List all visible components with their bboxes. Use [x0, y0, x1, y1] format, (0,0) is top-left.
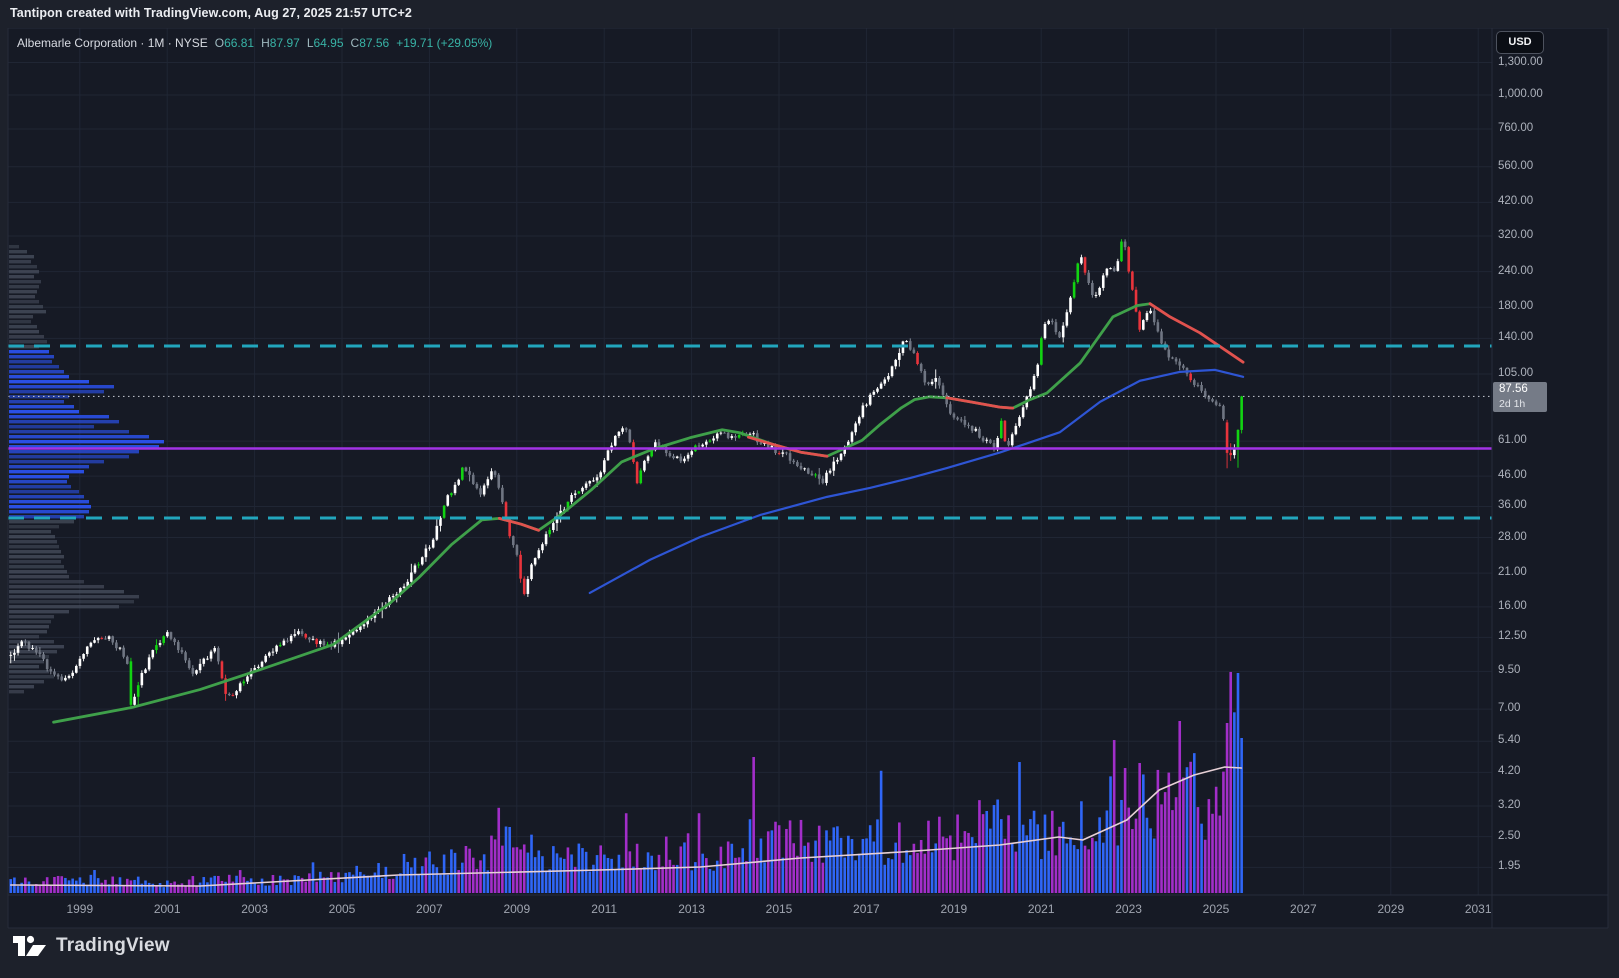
time-axis-label: 2021	[1027, 902, 1055, 916]
open-label: O	[214, 36, 225, 50]
price-axis-label: 320.00	[1498, 229, 1534, 242]
price-axis-label: 240.00	[1498, 264, 1534, 277]
time-axis-label: 2029	[1377, 902, 1405, 916]
attribution-text: Tantipon created with TradingView.com, A…	[10, 6, 412, 20]
price-axis-label: 180.00	[1498, 300, 1534, 313]
time-axis-label: 2023	[1115, 902, 1142, 916]
time-axis-label: 2003	[241, 902, 268, 916]
time-axis-label: 2017	[853, 902, 880, 916]
high-value: 87.97	[269, 36, 300, 50]
price-axis-label: 1,000.00	[1498, 88, 1543, 100]
time-axis-label: 2015	[765, 902, 793, 916]
price-axis-label: 28.00	[1498, 530, 1527, 543]
time-axis-label: 2025	[1202, 902, 1230, 916]
price-axis-label: 36.00	[1498, 499, 1527, 512]
price-axis-label: 760.00	[1498, 121, 1534, 134]
current-price-value: 87.56	[1499, 383, 1528, 395]
high-label: H	[261, 36, 270, 50]
price-axis-label: 16.00	[1498, 599, 1527, 612]
time-axis-label: 2007	[416, 902, 443, 916]
time-axis-label: 1999	[66, 902, 94, 916]
attribution-bar: Tantipon created with TradingView.com, A…	[0, 0, 1619, 28]
current-price-label: 87.56 2d 1h	[1493, 382, 1547, 412]
price-axis-label: 420.00	[1498, 195, 1534, 208]
symbol-title[interactable]: Albemarle Corporation · 1M · NYSE	[17, 36, 208, 50]
time-axis-label: 2019	[940, 902, 968, 916]
tradingview-icon	[13, 935, 46, 956]
time-axis-label: 2031	[1464, 902, 1492, 916]
price-axis-label: 5.40	[1498, 734, 1521, 747]
time-axis-label: 2009	[503, 902, 531, 916]
price-axis-label: 140.00	[1498, 331, 1534, 344]
bar-countdown: 2d 1h	[1499, 398, 1526, 410]
price-axis-label: 46.00	[1498, 469, 1527, 482]
tradingview-logo[interactable]: TradingView	[13, 933, 170, 959]
open-value: 66.81	[224, 36, 255, 50]
price-axis-label: 2.50	[1498, 829, 1521, 842]
currency-usd-button[interactable]: USD	[1496, 31, 1544, 54]
time-axis-label: 2027	[1290, 902, 1317, 916]
change-value: +19.71 (+29.05%)	[396, 36, 493, 50]
tradingview-wordmark: TradingView	[56, 935, 170, 956]
low-label: L	[306, 36, 314, 50]
price-axis-label: 105.00	[1498, 366, 1534, 379]
price-axis-label: 21.00	[1498, 566, 1527, 579]
time-axis-label: 2011	[591, 902, 618, 916]
price-axis-label: 1.95	[1498, 860, 1521, 873]
price-axis-label: 9.50	[1498, 664, 1521, 677]
symbol-legend[interactable]: Albemarle Corporation · 1M · NYSE O66.81 H…	[17, 36, 492, 50]
close-value: 87.56	[359, 36, 390, 50]
price-axis-label: 12.50	[1498, 630, 1527, 643]
time-axis-label: 2005	[328, 902, 356, 916]
price-axis-label: 3.20	[1498, 799, 1521, 812]
price-axis-label: 61.00	[1498, 434, 1527, 447]
price-axis-label: 7.00	[1498, 702, 1521, 715]
close-label: C	[350, 36, 360, 50]
price-axis-label: 560.00	[1498, 159, 1534, 172]
time-axis-label: 2001	[153, 902, 181, 916]
price-axis-label: 1,300.00	[1498, 55, 1543, 68]
time-axis-label: 2013	[678, 902, 705, 916]
price-axis-label: 4.20	[1498, 765, 1521, 778]
low-value: 64.95	[313, 36, 344, 50]
